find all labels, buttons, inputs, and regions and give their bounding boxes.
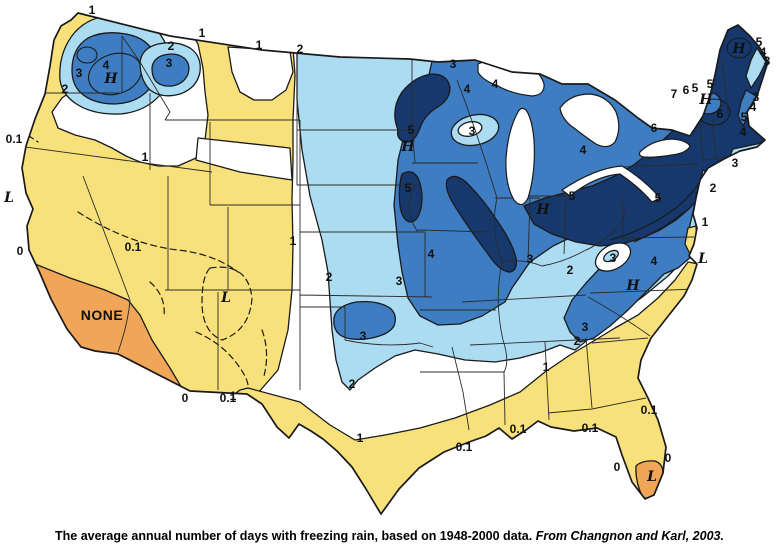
contour-label: H <box>698 92 713 108</box>
contour-label: 0 <box>614 460 621 474</box>
contour-label: 0.1 <box>510 422 527 436</box>
contour-label: H <box>535 202 550 218</box>
contour-label: 1 <box>89 3 96 17</box>
contour-label: 3 <box>582 320 589 334</box>
contour-label: 4 <box>492 77 499 91</box>
contour-label: H <box>400 139 415 155</box>
contour-label: 4 <box>740 125 747 139</box>
state-borders <box>22 35 754 431</box>
lake-michigan <box>505 107 535 206</box>
contour-label: 5 <box>569 189 576 203</box>
figure-caption: The average annual number of days with f… <box>55 529 755 543</box>
contour-label: 4 <box>651 254 658 268</box>
contour-label: 3 <box>450 57 457 71</box>
region-navy-northeast <box>523 13 768 247</box>
contour-label: 4 <box>464 82 471 96</box>
contour-label: 3 <box>764 54 771 68</box>
contour-label: H <box>625 278 640 294</box>
contour-label: 7 <box>671 87 678 101</box>
contour-label: H <box>731 41 746 57</box>
contour-label: 0.1 <box>220 391 237 405</box>
caption-citation: From Changnon and Karl, 2003. <box>535 529 724 543</box>
contour-label: 2 <box>326 270 333 284</box>
contour-label: 5 <box>405 181 412 195</box>
region-yellow-southeast <box>199 261 721 514</box>
contour-label: L <box>3 190 14 206</box>
contour-label: 5 <box>756 35 763 49</box>
pocket-white-east-montana <box>227 46 294 101</box>
contour-label: 4 <box>103 58 110 72</box>
contour-label: 3 <box>396 274 403 288</box>
contour-label: 2 <box>710 181 717 195</box>
contour-label: 2 <box>567 263 574 277</box>
blob-midblue-montana <box>151 53 190 87</box>
contour-label: 1 <box>142 150 149 164</box>
contour-label: 2 <box>62 82 69 96</box>
contour-label: 3 <box>610 251 617 265</box>
contour-label: L <box>697 251 708 267</box>
contour-label: 6 <box>651 121 658 135</box>
contour-label: 1 <box>543 360 550 374</box>
contour-label: 5 <box>692 81 699 95</box>
contour-label: 1 <box>702 215 709 229</box>
lake-huron <box>559 93 620 148</box>
contour-label: 0.1 <box>125 240 142 254</box>
contour-label: 5 <box>741 110 748 124</box>
contour-label: 3 <box>732 156 739 170</box>
contour-label: 5 <box>707 77 714 91</box>
great-lakes <box>477 57 691 206</box>
contour-label: 0.1 <box>456 440 473 454</box>
contour-label: 0 <box>665 451 672 465</box>
contour-label: 3 <box>166 56 173 70</box>
blob-midblue-oklahoma <box>333 300 396 340</box>
sliver-lightblue-maine-coast <box>745 47 767 89</box>
contour-label: 2 <box>297 42 304 56</box>
contour-label: 3 <box>76 66 83 80</box>
contour-label: 6 <box>683 83 690 97</box>
contour-label: 0 <box>182 391 189 405</box>
lake-ontario <box>638 138 691 158</box>
contour-label: 3 <box>360 329 367 343</box>
contour-label: 1 <box>199 26 206 40</box>
contour-label: 5 <box>655 191 662 205</box>
contour-label: 0.1 <box>582 421 599 435</box>
contour-label: 4 <box>760 45 767 59</box>
contour-label: 4 <box>750 100 757 114</box>
contour-label: 5 <box>408 123 415 137</box>
contour-label: 3 <box>527 252 534 266</box>
contour-label: 3 <box>469 124 476 138</box>
contour-label: 0.1 <box>6 132 23 146</box>
lake-erie <box>560 165 661 203</box>
contour-label: 4 <box>428 247 435 261</box>
contour-label: 0 <box>17 244 24 258</box>
contour-label: 2 <box>349 377 356 391</box>
contour-label: 1 <box>256 38 263 52</box>
contour-label: 6 <box>717 107 724 121</box>
contour-label: 1 <box>357 431 364 445</box>
caption-text: The average annual number of days with f… <box>55 529 533 543</box>
contour-label: 2 <box>574 334 581 348</box>
contour-label: 2 <box>168 39 175 53</box>
contour-label: 3 <box>753 90 760 104</box>
ring-lightblue-valley-core <box>603 249 619 263</box>
contour-label: 1 <box>230 389 237 403</box>
contour-label: 0.1 <box>641 403 658 417</box>
blob-navy-illinois <box>445 175 518 273</box>
contour-label: H <box>103 71 118 87</box>
contour-label: NONE <box>81 307 123 323</box>
contour-label: L <box>646 469 657 485</box>
contour-label: 1 <box>290 234 297 248</box>
contour-label: 4 <box>580 143 587 157</box>
pocket-white-corridor <box>195 137 293 181</box>
contour-label: L <box>220 290 231 306</box>
blob-navy-minnesota <box>394 73 451 143</box>
